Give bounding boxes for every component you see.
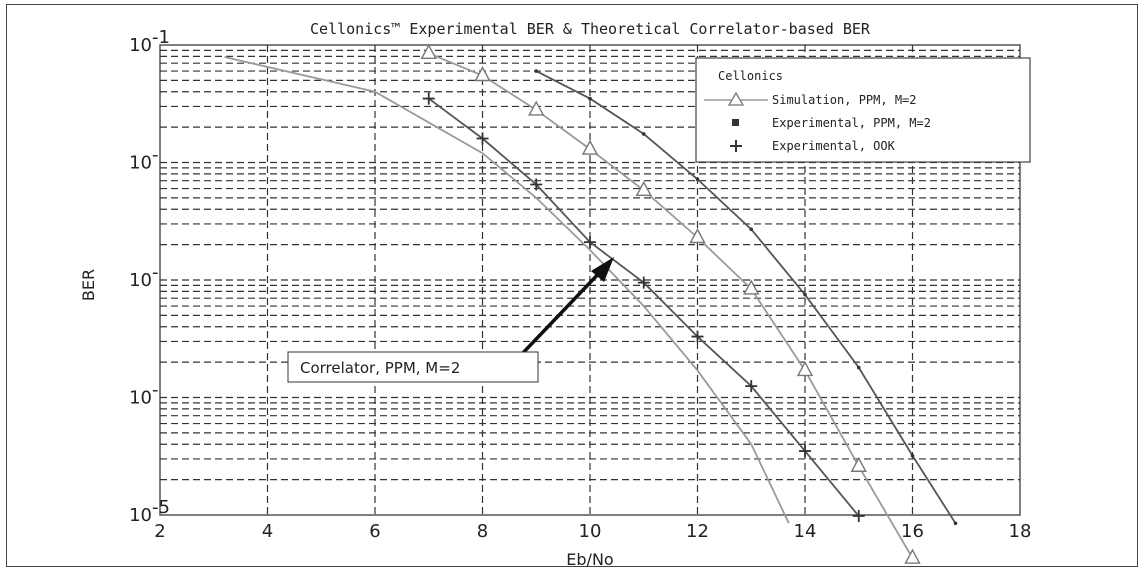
y-tick-label: 10 [129,270,152,291]
legend-plus-marker [730,140,742,152]
data-point-triangle [420,43,437,59]
y-tick-label: 10 [129,505,152,526]
legend-dot-marker [732,119,739,126]
data-point-plus [530,178,543,191]
data-point-triangle [581,139,599,155]
data-point-triangle [528,100,545,116]
data-point-plus [584,236,596,249]
legend-triangle-marker [727,91,745,106]
data-point-plus [637,276,650,289]
data-point-triangle [743,279,760,295]
y-axis-label: BER [79,269,98,301]
y-tick-exponent: -1 [152,27,170,48]
y-tick-exponent: - [152,380,159,401]
y-tick-exponent: - [152,262,159,283]
y-tick-exponent: - [152,145,159,166]
data-point-dot [534,69,539,73]
annotation-arrow-line [518,266,606,358]
data-point-dot [749,227,754,232]
data-point-dot [641,132,646,136]
data-point-plus [691,330,704,343]
y-tick-label: 10 [129,388,152,409]
series-line-correlator-ppm-m-2 [224,56,790,524]
legend-entry-experimental-ppm: Experimental, PPM, M=2 [772,116,931,130]
x-tick-label: 8 [477,521,488,542]
data-point-plus [852,510,865,523]
x-tick-label: 16 [901,521,924,542]
data-point-dot [910,453,915,458]
x-tick-label: 4 [262,521,273,542]
annotation-arrowhead [591,257,614,282]
x-axis-label: Eb/No [566,550,613,569]
series-line-simulation-ppm-m-2 [428,52,914,559]
data-point-triangle [474,66,491,82]
data-point-triangle [850,456,867,472]
series-layer [224,43,958,564]
x-tick-label: 6 [369,521,380,542]
x-tick-label: 14 [794,521,817,542]
y-tick-label: 10 [129,35,152,56]
data-point-dot [803,292,807,297]
annotation: Correlator, PPM, M=2 [287,257,614,383]
data-point-dot [588,96,592,101]
data-point-dot [856,365,861,370]
data-point-triangle [689,228,706,244]
annotation-box [287,351,539,383]
data-point-triangle [635,180,652,196]
y-tick-exponent: -5 [152,497,170,518]
data-point-plus [422,92,435,105]
data-point-plus [745,380,758,393]
legend-entry-simulation: Simulation, PPM, M=2 [772,93,917,107]
annotation-text: Correlator, PPM, M=2 [300,359,460,377]
data-point-triangle [796,360,814,377]
data-point-dot [953,521,958,526]
legend-box [695,57,1031,163]
y-tick-label: 10 [129,153,152,174]
data-point-plus [799,445,811,458]
chart-title: Cellonics™ Experimental BER & Theoretica… [310,20,871,38]
data-point-plus [476,132,489,145]
x-tick-label: 18 [1009,521,1032,542]
data-point-dot [695,177,700,182]
x-tick-label: 12 [686,521,709,542]
legend-title: Cellonics [718,69,783,83]
x-tick-label: 10 [579,521,602,542]
legend: Cellonics Simulation, PPM, M=2 Experimen… [695,57,1031,163]
legend-entry-experimental-ook: Experimental, OOK [772,139,896,153]
x-tick-label: 2 [154,521,165,542]
data-point-triangle [904,548,921,564]
